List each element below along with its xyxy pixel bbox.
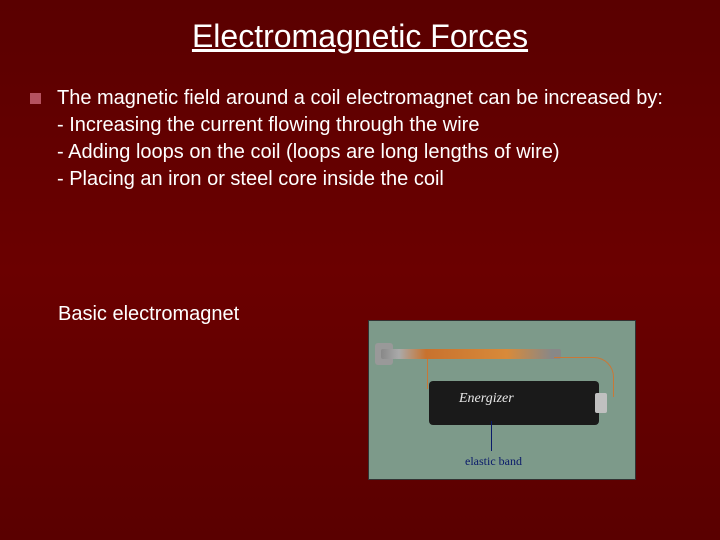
bullet-text: The magnetic field around a coil electro… (57, 85, 690, 193)
bullet-line-1: - Increasing the current flowing through… (57, 112, 690, 139)
square-bullet-icon (30, 93, 41, 104)
battery-label: Energizer (459, 391, 514, 407)
slide-title: Electromagnetic Forces (0, 0, 720, 85)
content-area: The magnetic field around a coil electro… (0, 85, 720, 326)
nail-coil-icon (381, 349, 561, 359)
electromagnet-figure: Energizer elastic band (368, 320, 636, 480)
bullet-intro: The magnetic field around a coil electro… (57, 85, 690, 112)
bullet-line-2: - Adding loops on the coil (loops are lo… (57, 139, 690, 166)
bullet-item: The magnetic field around a coil electro… (30, 85, 690, 193)
elastic-band-label: elastic band (465, 454, 522, 469)
battery-icon (429, 381, 599, 425)
battery-tip-icon (595, 393, 607, 413)
callout-line-icon (491, 421, 492, 451)
bullet-line-3: - Placing an iron or steel core inside t… (57, 166, 690, 193)
